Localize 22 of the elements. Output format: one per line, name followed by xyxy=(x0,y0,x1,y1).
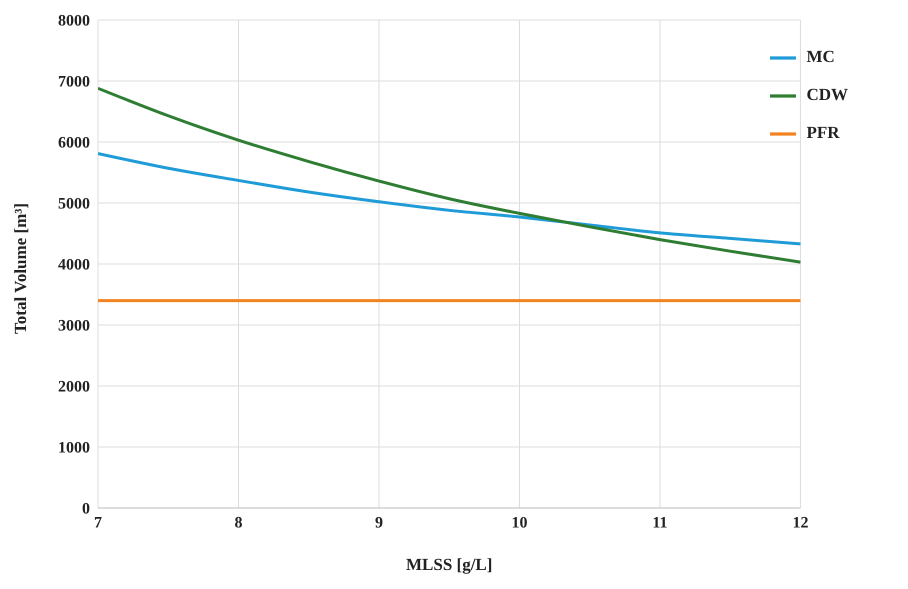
legend-label: CDW xyxy=(806,85,848,104)
y-tick-label: 5000 xyxy=(58,196,90,213)
legend-label: PFR xyxy=(806,123,840,142)
y-tick-label: 8000 xyxy=(58,12,90,30)
x-axis-title: MLSS [g/L] xyxy=(406,555,492,574)
y-tick-label: 4000 xyxy=(58,256,90,274)
y-tick-label: 0 xyxy=(82,500,90,518)
line-series xyxy=(98,152,800,246)
legend-label: MC xyxy=(806,47,835,66)
y-tick-label: 7000 xyxy=(58,74,90,91)
x-tick-label: 7 xyxy=(94,514,102,532)
y-tick-label: 3000 xyxy=(58,318,90,335)
x-tick-label: 11 xyxy=(652,514,668,532)
x-tick-label: 8 xyxy=(234,514,242,532)
x-tick-label: 12 xyxy=(792,514,808,532)
x-tick-label: 9 xyxy=(374,514,383,532)
line-series xyxy=(98,86,800,264)
y-axis-title: Total Volume [m³] xyxy=(11,202,30,334)
y-tick-label: 1000 xyxy=(58,440,90,457)
y-tick-label: 2000 xyxy=(58,378,90,396)
y-tick-label: 6000 xyxy=(58,134,90,152)
x-tick-label: 10 xyxy=(511,514,528,532)
